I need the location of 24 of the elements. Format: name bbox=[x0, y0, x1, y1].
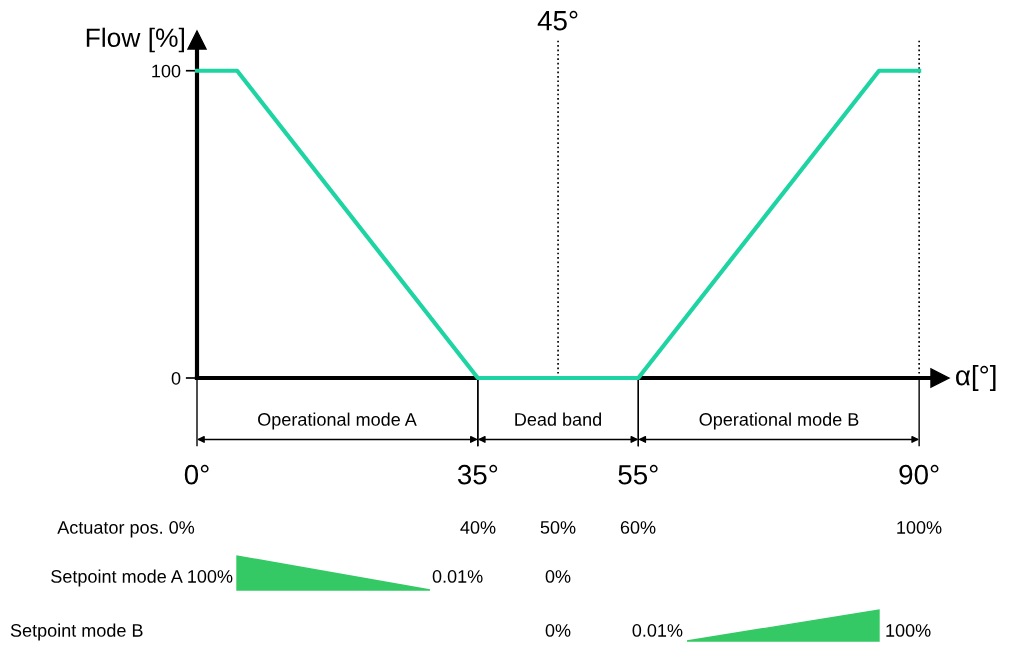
text: Dead band bbox=[515, 412, 602, 426]
text: 0% bbox=[545, 570, 571, 583]
text: 100% bbox=[897, 521, 942, 534]
text: Actuator pos. 0% bbox=[57, 521, 195, 538]
text: Setpoint mode B bbox=[10, 623, 143, 641]
text: 50% bbox=[540, 521, 576, 534]
y-tick-label: 100 bbox=[152, 64, 181, 78]
text: 60% bbox=[620, 521, 656, 534]
text: 0.01% bbox=[432, 570, 483, 583]
text: 40% bbox=[460, 521, 496, 534]
text: Setpoint mode A 100% bbox=[51, 569, 233, 587]
y-axis-title: Flow [%] bbox=[86, 27, 184, 53]
text: Operational mode A bbox=[258, 412, 417, 430]
text: 0% bbox=[545, 624, 571, 637]
y-tick-label: 0 bbox=[171, 371, 181, 385]
x-tick-label: 0° bbox=[184, 464, 209, 485]
text: 100% bbox=[886, 624, 931, 637]
x-tick-label: 55° bbox=[618, 464, 658, 485]
x-axis-title: α[°] bbox=[956, 365, 996, 391]
x-tick-label: 35° bbox=[457, 464, 498, 485]
text: 0.01% bbox=[632, 624, 683, 637]
x-tick-label: 90° bbox=[899, 464, 939, 485]
text: Operational mode B bbox=[699, 412, 859, 430]
ref-line-label: 45° bbox=[537, 10, 578, 31]
